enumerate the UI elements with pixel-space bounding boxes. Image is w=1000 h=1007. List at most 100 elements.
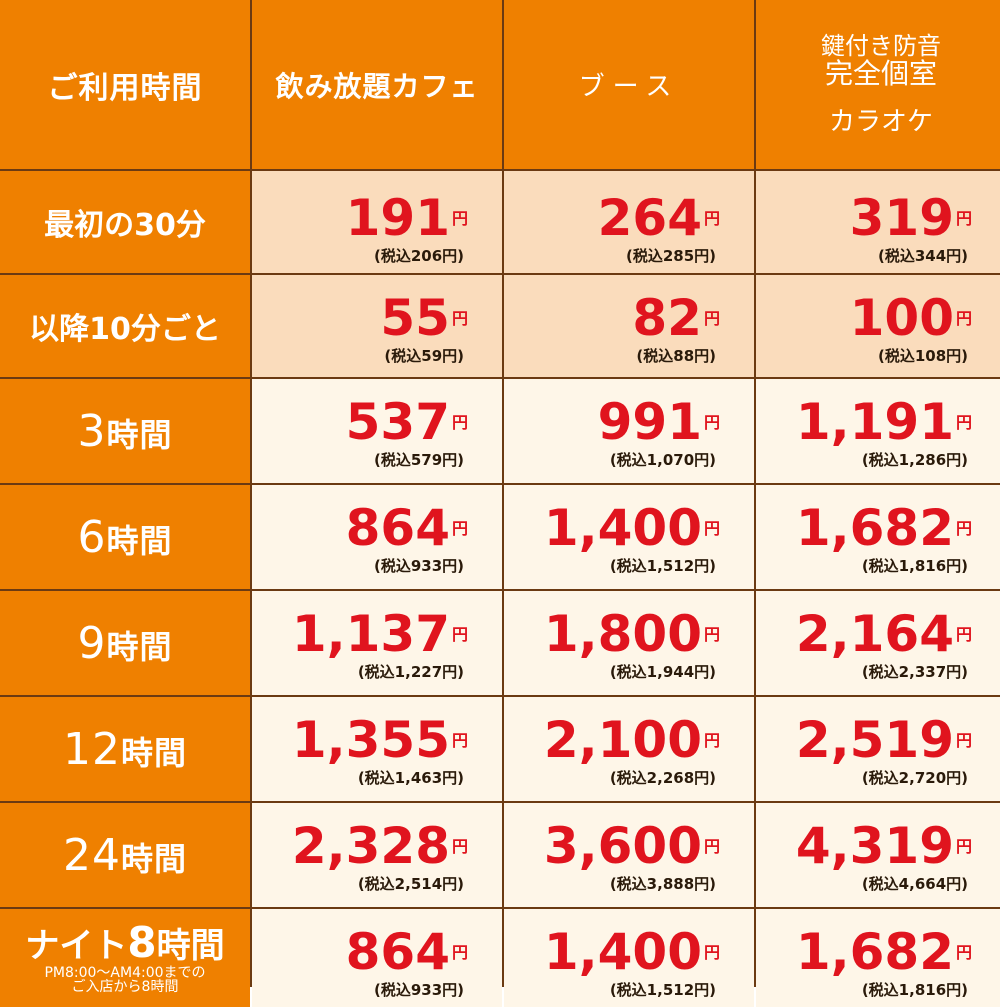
price-amount: 2,328 [291, 817, 450, 875]
tax-included-price: (税込2,720円) [861, 769, 968, 787]
price-cell: 82 円 (税込88円) [504, 275, 754, 377]
night-title: ナイト8時間 [25, 922, 224, 964]
price-amount: 100 [849, 289, 954, 347]
price-amount: 1,682 [795, 923, 954, 981]
tax-included-price: (税込2,268円) [609, 769, 716, 787]
price-amount: 1,400 [543, 923, 702, 981]
price-cell: 2,328 円 (税込2,514円) [252, 803, 502, 907]
row-label-text: 24時間 [63, 830, 187, 881]
price-amount: 1,137 [291, 605, 450, 663]
tax-included-price: (税込4,664円) [861, 875, 968, 893]
night-note: PM8:00～AM4:00までの [44, 965, 206, 981]
price-amount: 1,191 [795, 393, 954, 451]
yen-unit: 円 [955, 209, 972, 228]
yen-unit: 円 [955, 837, 972, 856]
price-amount: 864 [345, 923, 450, 981]
price-cell: 2,164 円 (税込2,337円) [756, 591, 1000, 695]
hours-number: 3 [77, 405, 107, 457]
price-cell: 55 円 (税込59円) [252, 275, 502, 377]
yen-unit: 円 [703, 413, 720, 432]
yen-unit: 円 [955, 731, 972, 750]
row-label-text: 9時間 [77, 618, 172, 669]
price-cell: 1,800 円 (税込1,944円) [504, 591, 754, 695]
night-prefix: ナイト [25, 926, 128, 966]
yen-unit: 円 [955, 519, 972, 538]
price-cell: 1,191 円 (税込1,286円) [756, 379, 1000, 483]
yen-unit: 円 [703, 731, 720, 750]
tax-included-price: (税込108円) [877, 347, 968, 365]
header-label: カラオケ [828, 106, 933, 137]
tax-included-price: (税込2,337円) [861, 663, 968, 681]
tax-included-price: (税込285円) [625, 247, 716, 265]
tax-included-price: (税込1,512円) [609, 557, 716, 575]
tax-included-price: (税込1,463円) [357, 769, 464, 787]
tax-included-price: (税込579円) [373, 451, 464, 469]
tax-included-price: (税込933円) [373, 557, 464, 575]
yen-unit: 円 [451, 309, 468, 328]
hours-unit: 時間 [106, 627, 173, 666]
price-amount: 4,319 [795, 817, 954, 875]
price-cell: 100 円 (税込108円) [756, 275, 1000, 377]
header-label: ご利用時間 [47, 70, 203, 106]
hours-number: 8 [127, 918, 157, 967]
tax-included-price: (税込1,227円) [357, 663, 464, 681]
hours-number: 24 [62, 829, 121, 881]
price-amount: 2,164 [795, 605, 954, 663]
hours-unit: 時間 [106, 521, 173, 560]
price-cell: 4,319 円 (税込4,664円) [756, 803, 1000, 907]
yen-unit: 円 [451, 209, 468, 228]
yen-unit: 円 [451, 943, 468, 962]
header-cafe: 飲み放題カフェ [252, 0, 502, 169]
hours-unit: 時間 [120, 733, 187, 772]
tax-included-price: (税込1,512円) [609, 981, 716, 999]
price-cell: 1,137 円 (税込1,227円) [252, 591, 502, 695]
price-cell: 3,600 円 (税込3,888円) [504, 803, 754, 907]
yen-unit: 円 [703, 943, 720, 962]
yen-unit: 円 [451, 731, 468, 750]
price-cell: 1,682 円 (税込1,816円) [756, 485, 1000, 589]
yen-unit: 円 [703, 625, 720, 644]
price-amount: 1,355 [291, 711, 450, 769]
tax-included-price: (税込344円) [877, 247, 968, 265]
price-amount: 55 [380, 289, 450, 347]
row-label-text: 3時間 [77, 406, 172, 457]
price-amount: 537 [345, 393, 450, 451]
header-usage-time: ご利用時間 [0, 0, 250, 169]
row-label: 12時間 [0, 697, 250, 801]
row-label: 9時間 [0, 591, 250, 695]
price-amount: 3,600 [543, 817, 702, 875]
tax-included-price: (税込3,888円) [609, 875, 716, 893]
price-cell: 1,400 円 (税込1,512円) [504, 909, 754, 1007]
price-cell: 191 円 (税込206円) [252, 171, 502, 273]
row-label-text: 12時間 [63, 724, 187, 775]
price-cell: 264 円 (税込285円) [504, 171, 754, 273]
tax-included-price: (税込1,816円) [861, 557, 968, 575]
price-cell: 319 円 (税込344円) [756, 171, 1000, 273]
header-label: 鍵付き防音 [821, 31, 941, 60]
price-cell: 864 円 (税込933円) [252, 909, 502, 1007]
yen-unit: 円 [451, 519, 468, 538]
row-label-night: ナイト8時間 PM8:00～AM4:00までの ご入店から8時間 [0, 909, 250, 1007]
yen-unit: 円 [451, 413, 468, 432]
price-amount: 1,682 [795, 499, 954, 557]
price-amount: 1,400 [543, 499, 702, 557]
yen-unit: 円 [703, 837, 720, 856]
yen-unit: 円 [955, 625, 972, 644]
price-amount: 264 [597, 189, 702, 247]
tax-included-price: (税込1,070円) [609, 451, 716, 469]
price-cell: 1,682 円 (税込1,816円) [756, 909, 1000, 1007]
tax-included-price: (税込88円) [636, 347, 716, 365]
price-amount: 191 [345, 189, 450, 247]
yen-unit: 円 [955, 413, 972, 432]
header-label: ブース [578, 72, 680, 102]
price-amount: 82 [632, 289, 702, 347]
hours-unit: 時間 [106, 415, 173, 454]
tax-included-price: (税込206円) [373, 247, 464, 265]
price-cell: 991 円 (税込1,070円) [504, 379, 754, 483]
row-label: 最初の30分 [0, 171, 250, 273]
hours-number: 12 [62, 723, 121, 775]
price-cell: 1,400 円 (税込1,512円) [504, 485, 754, 589]
hours-number: 6 [77, 511, 107, 563]
price-amount: 2,100 [543, 711, 702, 769]
